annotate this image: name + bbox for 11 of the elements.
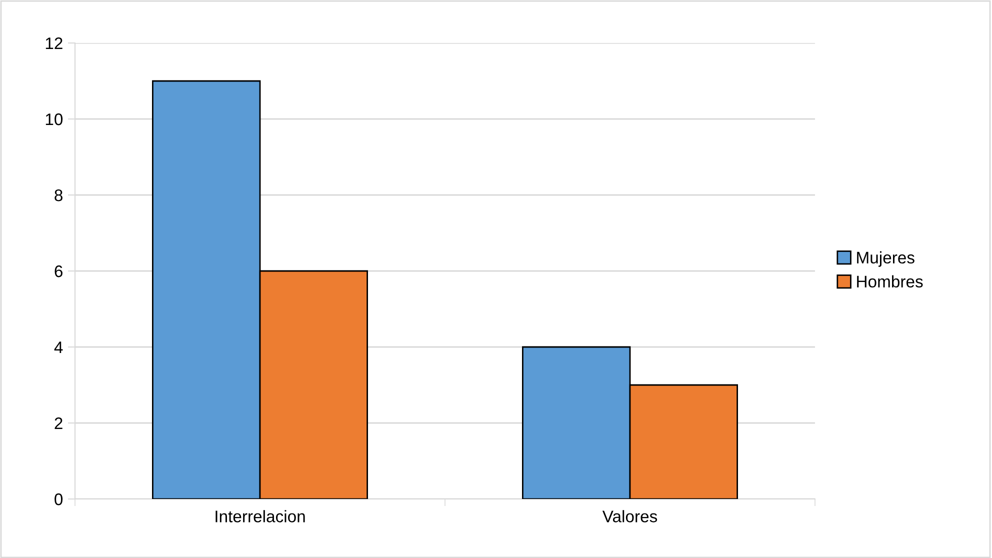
y-tick-label: 12 — [46, 37, 62, 50]
y-tick-label: 10 — [46, 113, 63, 126]
legend-label: Mujeres — [857, 251, 914, 267]
y-tick-label: 4 — [54, 342, 63, 354]
y-tick-label: 2 — [54, 417, 62, 430]
legend-label: Hombres — [857, 275, 923, 288]
y-tick-label: 6 — [54, 265, 62, 278]
y-tick-label: 0 — [54, 493, 63, 506]
x-tick-label: Interrelacion — [216, 510, 305, 522]
y-tick-label: 8 — [54, 189, 62, 202]
x-tick-label: Valores — [602, 510, 658, 522]
